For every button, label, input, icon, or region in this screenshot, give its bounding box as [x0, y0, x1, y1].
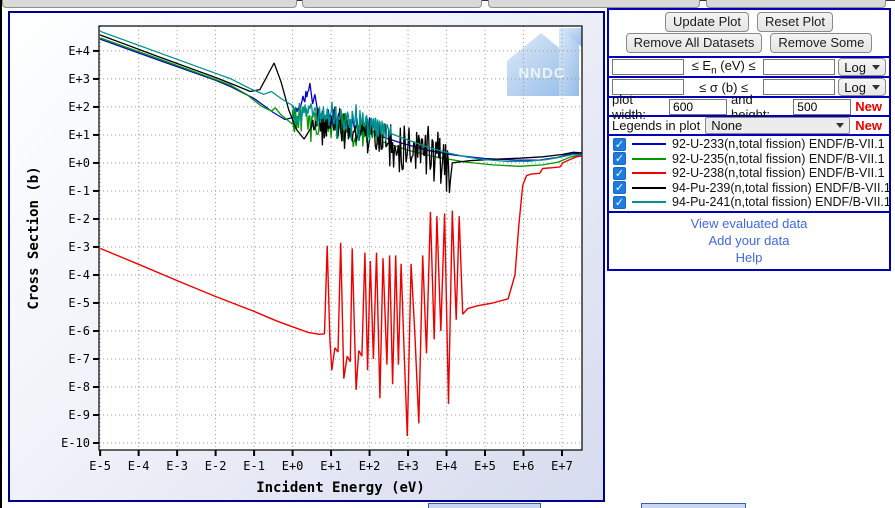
svg-text:E-5: E-5: [68, 296, 90, 310]
legends-new-link[interactable]: New: [855, 118, 882, 133]
legends-select-value: None: [711, 118, 743, 133]
dataset-label: 94-Pu-241(n,total fission) ENDF/B-VII.1: [672, 195, 891, 210]
plot-panel: NNDC E-5 E-4 E-3 E-2 E-1 E+0 E+1 E+2 E+3 E+4 E+5 E+6…: [8, 11, 605, 502]
control-panel: Update Plot Reset Plot Remove All Datase…: [607, 8, 891, 271]
svg-text:E+4: E+4: [68, 44, 90, 58]
svg-text:E-4: E-4: [128, 459, 150, 473]
plot-size-row: plot width: and height: New: [607, 92, 891, 122]
energy-min-input[interactable]: [612, 59, 684, 75]
svg-text:E+3: E+3: [397, 459, 419, 473]
dataset-label: 94-Pu-239(n,total fission) ENDF/B-VII.1: [672, 180, 891, 195]
svg-text:E+2: E+2: [68, 100, 90, 114]
svg-text:E-7: E-7: [68, 352, 90, 366]
dataset-label: 92-U-235(n,total fission) ENDF/B-VII.1: [672, 151, 885, 166]
svg-text:E-3: E-3: [68, 240, 90, 254]
energy-scale-select[interactable]: Log: [838, 58, 886, 76]
svg-text:Cross Section (b): Cross Section (b): [26, 166, 42, 309]
dataset-row: ✓ 92-U-235(n,total fission) ENDF/B-VII.1: [611, 152, 887, 167]
window-left-edge: [0, 0, 2, 508]
chevron-down-icon: [836, 123, 845, 128]
svg-text:E+0: E+0: [68, 156, 90, 170]
remove-all-datasets-button[interactable]: Remove All Datasets: [625, 33, 763, 53]
svg-text:E+2: E+2: [359, 459, 381, 473]
svg-text:E-1: E-1: [243, 459, 265, 473]
svg-text:E+1: E+1: [320, 459, 342, 473]
datasets-list: ✓ 92-U-233(n,total fission) ENDF/B-VII.1…: [607, 134, 891, 213]
add-your-data-link[interactable]: Add your data: [708, 232, 790, 248]
legends-row: Legends in plot None New: [607, 115, 891, 136]
dataset-label: 92-U-233(n,total fission) ENDF/B-VII.1: [672, 137, 885, 152]
view-evaluated-data-link[interactable]: View evaluated data: [690, 215, 808, 231]
top-cutoff-button-2[interactable]: [302, 0, 482, 8]
cross-section-chart: NNDC E-5 E-4 E-3 E-2 E-1 E+0 E+1 E+2 E+3 E+4 E+5 E+6…: [26, 25, 583, 496]
dataset-row: ✓ 94-Pu-241(n,total fission) ENDF/B-VII.…: [611, 195, 891, 210]
svg-text:E-3: E-3: [166, 459, 188, 473]
bottom-cutoff-button-2[interactable]: [641, 503, 746, 508]
svg-text:E-5: E-5: [89, 459, 111, 473]
legends-select[interactable]: None: [705, 117, 851, 134]
energy-range-label: ≤ En (eV) ≤: [691, 57, 756, 77]
reset-plot-button[interactable]: Reset Plot: [756, 12, 833, 32]
top-cutoff-button-3[interactable]: [488, 0, 700, 8]
dataset-checkbox-3[interactable]: ✓: [613, 181, 626, 195]
svg-text:E+6: E+6: [513, 459, 535, 473]
dataset-line-1: [632, 157, 666, 160]
dataset-checkbox-1[interactable]: ✓: [613, 152, 626, 166]
dataset-row: ✓ 94-Pu-239(n,total fission) ENDF/B-VII.…: [611, 181, 891, 196]
sigma-scale-value: Log: [844, 79, 866, 95]
plot-height-input[interactable]: [793, 98, 852, 115]
dataset-row: ✓ 92-U-233(n,total fission) ENDF/B-VII.1: [611, 137, 887, 152]
plot-width-input[interactable]: [669, 98, 728, 115]
svg-text:E-8: E-8: [68, 380, 90, 394]
dataset-line-2: [632, 172, 666, 175]
svg-text:E-1: E-1: [68, 184, 90, 198]
svg-text:E+4: E+4: [436, 459, 458, 473]
sigma-max-input[interactable]: [763, 79, 836, 95]
dataset-checkbox-4[interactable]: ✓: [613, 195, 626, 209]
sigma-range-row: ≤ σ (b) ≤ Log: [607, 76, 891, 98]
chevron-down-icon: [872, 84, 880, 90]
dataset-checkbox-2[interactable]: ✓: [613, 166, 626, 180]
energy-scale-value: Log: [844, 59, 866, 75]
bottom-cutoff-button-1[interactable]: [428, 503, 541, 508]
sigma-min-input[interactable]: [612, 79, 684, 95]
svg-text:E-2: E-2: [68, 212, 90, 226]
svg-text:E+7: E+7: [551, 459, 573, 473]
svg-text:E-9: E-9: [68, 408, 90, 422]
update-plot-button[interactable]: Update Plot: [665, 12, 749, 32]
svg-text:Incident Energy (eV): Incident Energy (eV): [256, 480, 425, 496]
svg-text:E-10: E-10: [61, 436, 90, 450]
dataset-row: ✓ 92-U-238(n,total fission) ENDF/B-VII.1: [611, 166, 887, 181]
top-toolbar-cutoff: [2, 0, 895, 8]
svg-text:E-4: E-4: [68, 268, 90, 282]
energy-max-input[interactable]: [763, 59, 836, 75]
top-cutoff-button-4[interactable]: [706, 0, 886, 8]
top-cutoff-button-1[interactable]: [2, 0, 297, 8]
svg-text:E-2: E-2: [205, 459, 227, 473]
chevron-down-icon: [872, 64, 880, 70]
energy-range-row: ≤ En (eV) ≤ Log: [607, 56, 891, 78]
svg-text:E-6: E-6: [68, 324, 90, 338]
dataset-label: 92-U-238(n,total fission) ENDF/B-VII.1: [672, 166, 885, 181]
sigma-range-label: ≤ σ (b) ≤: [699, 79, 749, 95]
svg-text:E+5: E+5: [474, 459, 496, 473]
dataset-line-0: [632, 143, 666, 146]
legends-label: Legends in plot: [612, 118, 701, 133]
plot-width-label: plot width:: [612, 91, 646, 122]
svg-text:NNDC: NNDC: [518, 65, 565, 82]
svg-text:E+0: E+0: [282, 459, 304, 473]
remove-some-button[interactable]: Remove Some: [770, 33, 873, 53]
dataset-checkbox-0[interactable]: ✓: [613, 137, 626, 151]
links-box: View evaluated data Add your data Help: [607, 210, 891, 271]
size-new-link[interactable]: New: [855, 99, 882, 114]
svg-text:E+3: E+3: [68, 72, 90, 86]
dataset-line-4: [632, 201, 666, 204]
svg-text:E+1: E+1: [68, 128, 90, 142]
plot-buttons-row: Update Plot Reset Plot Remove All Datase…: [607, 8, 891, 58]
dataset-line-3: [632, 186, 666, 189]
sigma-scale-select[interactable]: Log: [838, 78, 886, 96]
help-link[interactable]: Help: [735, 249, 763, 265]
